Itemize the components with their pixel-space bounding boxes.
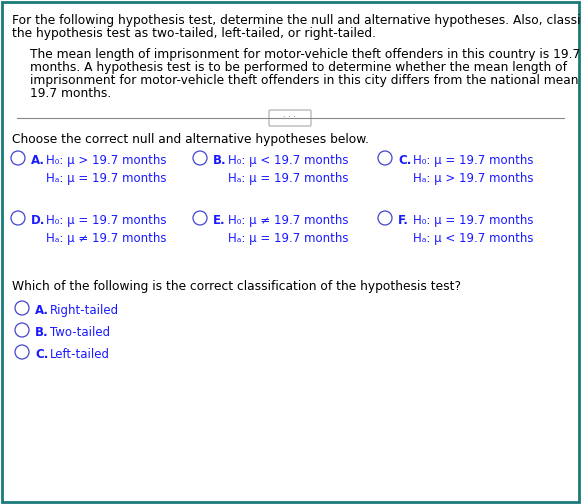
Text: For the following hypothesis test, determine the null and alternative hypotheses: For the following hypothesis test, deter… [12,14,581,27]
Text: Hₐ: μ = 19.7 months: Hₐ: μ = 19.7 months [228,172,349,185]
Text: months. A hypothesis test is to be performed to determine whether the mean lengt: months. A hypothesis test is to be perfo… [30,61,567,74]
Circle shape [15,323,29,337]
Text: Hₐ: μ ≠ 19.7 months: Hₐ: μ ≠ 19.7 months [46,232,167,245]
Text: The mean length of imprisonment for motor-vehicle theft offenders in this countr: The mean length of imprisonment for moto… [30,48,580,61]
Text: H₀: μ = 19.7 months: H₀: μ = 19.7 months [46,214,167,227]
Text: · · ·: · · · [284,112,296,121]
Text: Right-tailed: Right-tailed [50,304,119,317]
Text: F.: F. [398,214,409,227]
Text: H₀: μ ≠ 19.7 months: H₀: μ ≠ 19.7 months [228,214,349,227]
Text: Which of the following is the correct classification of the hypothesis test?: Which of the following is the correct cl… [12,280,461,293]
Circle shape [193,151,207,165]
Text: C.: C. [398,154,411,167]
Circle shape [378,151,392,165]
Text: H₀: μ > 19.7 months: H₀: μ > 19.7 months [46,154,167,167]
Text: Left-tailed: Left-tailed [50,348,110,361]
Text: H₀: μ < 19.7 months: H₀: μ < 19.7 months [228,154,349,167]
Text: Two-tailed: Two-tailed [50,326,110,339]
FancyBboxPatch shape [269,110,311,126]
Text: Hₐ: μ = 19.7 months: Hₐ: μ = 19.7 months [228,232,349,245]
Circle shape [193,211,207,225]
Text: A.: A. [35,304,49,317]
Circle shape [11,151,25,165]
Text: Hₐ: μ > 19.7 months: Hₐ: μ > 19.7 months [413,172,533,185]
Text: the hypothesis test as two-tailed, left-tailed, or right-tailed.: the hypothesis test as two-tailed, left-… [12,27,376,40]
Text: 19.7 months.: 19.7 months. [30,87,111,100]
Text: Hₐ: μ = 19.7 months: Hₐ: μ = 19.7 months [46,172,167,185]
Text: C.: C. [35,348,48,361]
Text: D.: D. [31,214,45,227]
Text: H₀: μ = 19.7 months: H₀: μ = 19.7 months [413,214,533,227]
Circle shape [11,211,25,225]
Text: B.: B. [213,154,227,167]
Text: B.: B. [35,326,49,339]
Circle shape [15,301,29,315]
Text: H₀: μ = 19.7 months: H₀: μ = 19.7 months [413,154,533,167]
Circle shape [378,211,392,225]
Circle shape [15,345,29,359]
Text: Choose the correct null and alternative hypotheses below.: Choose the correct null and alternative … [12,133,369,146]
Text: Hₐ: μ < 19.7 months: Hₐ: μ < 19.7 months [413,232,533,245]
Text: A.: A. [31,154,45,167]
Text: imprisonment for motor-vehicle theft offenders in this city differs from the nat: imprisonment for motor-vehicle theft off… [30,74,581,87]
Text: E.: E. [213,214,225,227]
